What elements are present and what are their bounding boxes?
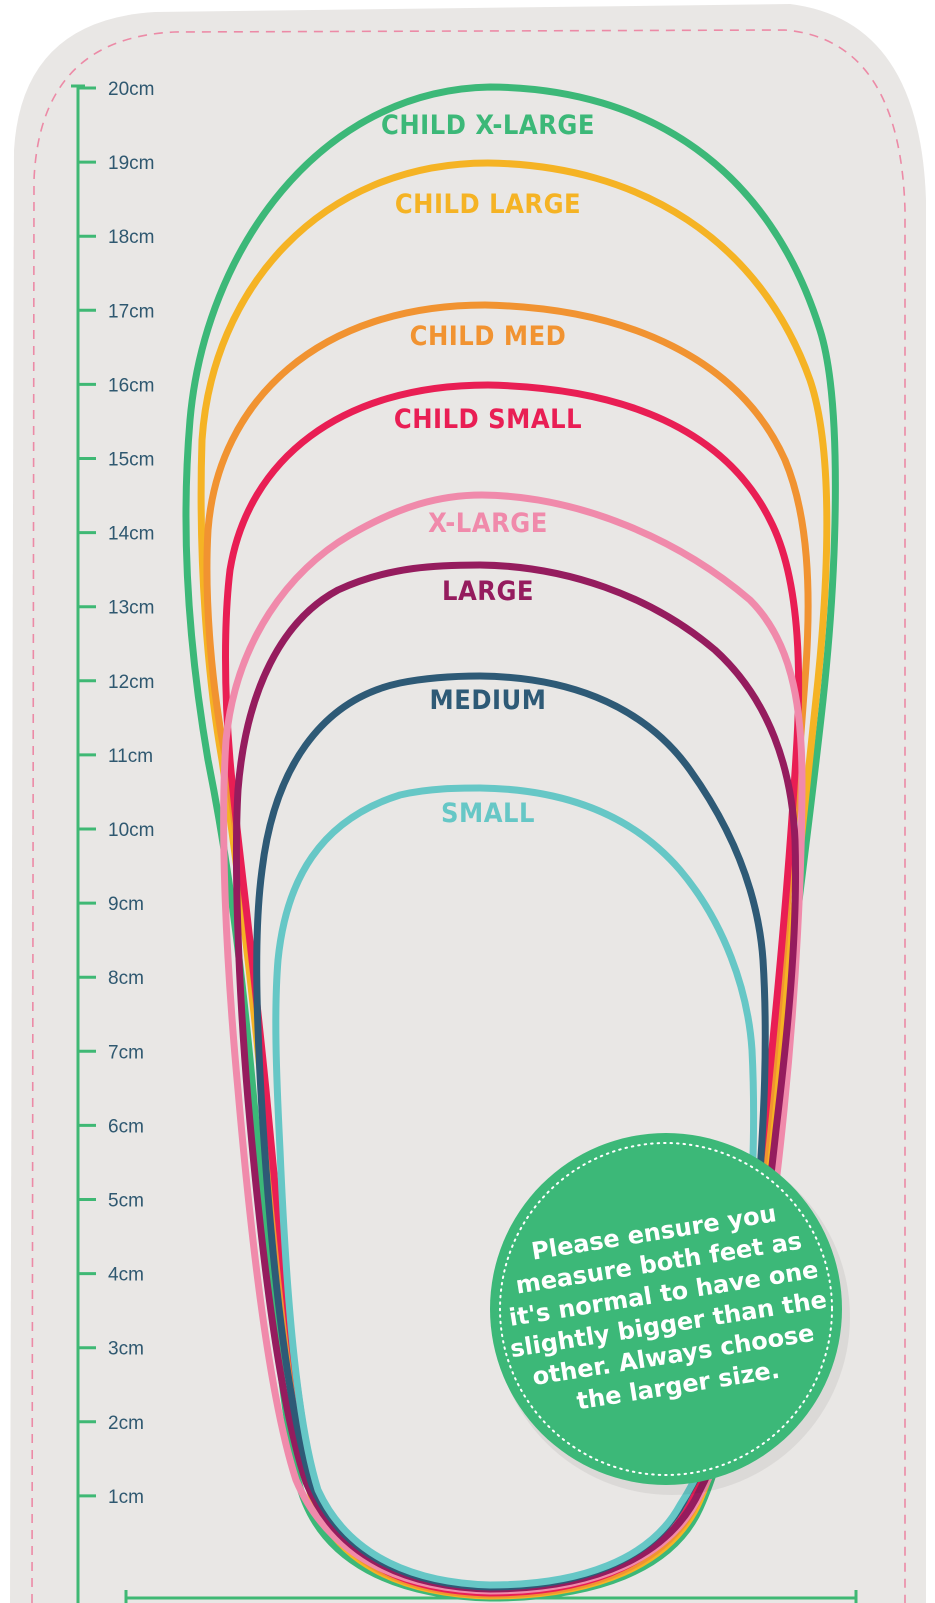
ruler-tick-label: 7cm (108, 1042, 144, 1063)
ruler-tick-label: 9cm (108, 894, 144, 915)
ruler-tick-label: 15cm (108, 450, 154, 471)
size-label-child-x-large: CHILD X-LARGE (381, 110, 595, 141)
size-labels: CHILD X-LARGE CHILD LARGE CHILD MED CHILD S… (381, 110, 595, 829)
size-label-medium: MEDIUM (430, 685, 547, 716)
ruler-tick-label: 6cm (108, 1116, 144, 1137)
size-label-large: LARGE (442, 576, 534, 607)
size-label-child-large: CHILD LARGE (395, 189, 581, 220)
ruler-tick-label: 20cm (108, 79, 154, 100)
size-label-child-small: CHILD SMALL (394, 404, 582, 435)
ruler-tick-label: 2cm (108, 1413, 144, 1434)
ruler-tick-label: 13cm (108, 598, 154, 619)
ruler-tick-label: 14cm (108, 524, 154, 545)
ruler-tick-label: 19cm (108, 153, 154, 174)
ruler-tick-label: 12cm (108, 672, 154, 693)
ruler-tick-label: 16cm (108, 375, 154, 396)
size-label-small: SMALL (441, 798, 535, 829)
note-dotted-ring (499, 1142, 833, 1476)
ruler-tick-label: 10cm (108, 820, 154, 841)
ruler-tick-label: 11cm (108, 746, 153, 767)
ruler-tick-label: 18cm (108, 227, 154, 248)
note-circle (490, 1133, 842, 1485)
stitch-border (31, 29, 906, 1603)
ruler-tick-label: 17cm (108, 301, 154, 322)
ruler-tick-label: 1cm (108, 1487, 144, 1508)
size-label-child-med: CHILD MED (410, 321, 567, 352)
size-label-x-large: X-LARGE (428, 508, 548, 539)
ruler-tick-label: 5cm (108, 1191, 144, 1212)
ruler-tick-label: 8cm (108, 968, 144, 989)
ruler-tick-label: 3cm (108, 1339, 144, 1360)
ruler-tick-label: 4cm (108, 1265, 144, 1286)
